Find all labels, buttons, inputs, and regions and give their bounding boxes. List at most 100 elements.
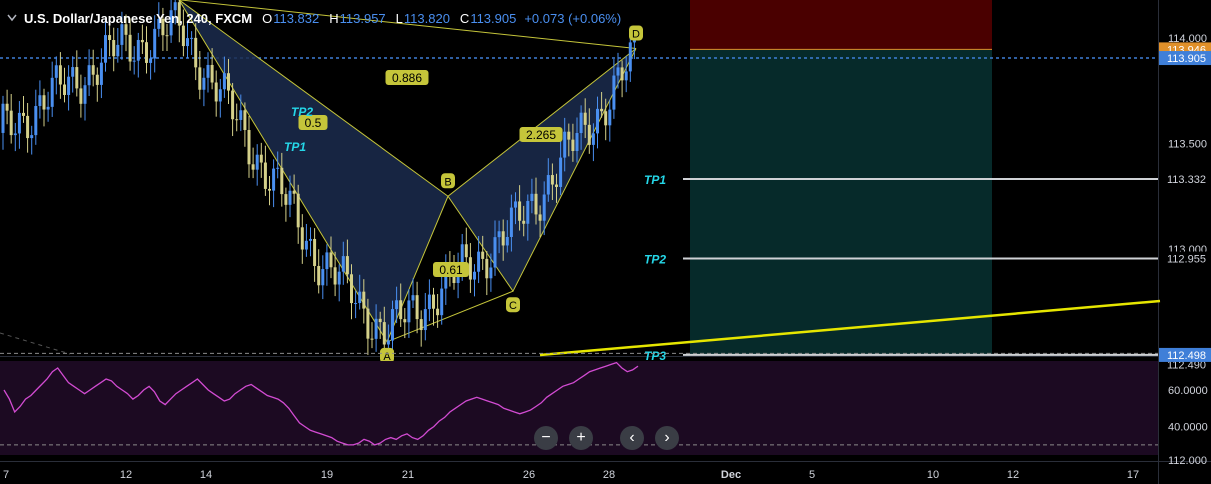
price-badge (1159, 347, 1211, 362)
candle-body (259, 154, 263, 163)
candle-body (210, 64, 214, 83)
ratio-badge (519, 127, 563, 142)
candle-body (505, 236, 509, 246)
candle-body (120, 24, 124, 45)
price-badge-label: 113.905 (1167, 53, 1206, 65)
candle-body (186, 38, 189, 47)
time-tick-label: 28 (603, 469, 615, 481)
candle-body (13, 133, 17, 136)
pattern-triangle-bcd (447, 48, 637, 293)
candle-body (247, 130, 251, 165)
time-tick-label: 5 (809, 469, 815, 481)
candle-body (1, 103, 5, 133)
price-badge (1159, 51, 1211, 66)
candle-body (198, 67, 202, 90)
candle-body (99, 62, 103, 85)
candle-body (181, 25, 185, 47)
candle-body (165, 35, 169, 37)
candle-body (67, 76, 71, 95)
candle-body (145, 42, 148, 63)
collapse-icon[interactable] (6, 12, 18, 24)
candle-body (194, 37, 198, 68)
candle-body (440, 288, 444, 316)
time-tick-label: 17 (1127, 469, 1139, 481)
candle-body (362, 291, 366, 309)
open-label: O (262, 10, 273, 26)
candle-body (321, 269, 325, 286)
price-tick-label: 113.500 (1168, 139, 1207, 151)
candle-body (518, 201, 522, 221)
ratio-label: 0.886 (392, 71, 422, 85)
candle-body (214, 82, 218, 102)
zoom-out-button[interactable]: − (534, 426, 558, 450)
candle-body (292, 190, 296, 194)
candle-body (464, 244, 468, 258)
level-price-bg (1159, 251, 1211, 266)
candle-body (169, 10, 173, 36)
candle-body (436, 308, 440, 316)
candle-body (95, 74, 99, 85)
candle-body (534, 193, 538, 215)
candle-body (128, 34, 132, 62)
candle-body (296, 193, 300, 228)
candle-body (104, 35, 107, 63)
candle-body (38, 95, 42, 107)
candle-body (317, 265, 321, 286)
candle-body (46, 106, 50, 110)
high-value: 113.957 (339, 10, 386, 26)
time-tick-label: 21 (402, 469, 414, 481)
time-tick-label: 12 (1007, 469, 1019, 481)
candle-body (161, 18, 165, 36)
candle-body (538, 214, 542, 221)
candle-body (526, 200, 530, 224)
level-price-label: 112.955 (1167, 253, 1206, 265)
candle-body (579, 112, 583, 134)
pattern-point-label-b: B (444, 176, 451, 188)
candle-body (522, 220, 526, 224)
pattern-inner-label-tp2: TP2 (291, 105, 313, 119)
time-tick-label: 7 (3, 469, 9, 481)
candle-body (452, 271, 456, 283)
pattern-point-b (441, 173, 455, 189)
candle-body (309, 238, 312, 241)
candle-body (231, 90, 235, 120)
candle-body (608, 109, 612, 126)
ratio-label: 2.265 (526, 128, 556, 142)
pattern-triangle-xab (178, 0, 449, 343)
candle-body (341, 256, 345, 272)
level-price-bg (1159, 171, 1211, 186)
candle-body (427, 294, 431, 310)
candle-body (358, 291, 362, 304)
candle-body (587, 124, 591, 145)
pattern-point-d (629, 25, 643, 41)
ratio-badge (298, 115, 328, 130)
candle-body (112, 40, 116, 57)
candle-body (337, 271, 341, 285)
time-tick-label: 12 (120, 469, 132, 481)
candle-body (5, 103, 9, 111)
scroll-back-button[interactable]: ‹ (620, 426, 644, 450)
candle-body (276, 167, 280, 169)
candle-body (300, 227, 304, 250)
pattern-inner-label-tp1: TP1 (284, 140, 306, 154)
candle-body (546, 175, 550, 195)
candle-body (501, 231, 505, 246)
candle-body (419, 319, 423, 331)
candle-body (620, 67, 624, 81)
candle-body (304, 240, 308, 250)
pattern-point-label-d: D (632, 29, 640, 41)
level-price-label: 113.332 (1167, 174, 1206, 186)
candle-body (530, 193, 534, 201)
candle-body (571, 139, 575, 152)
dashed-trend-line (0, 332, 71, 355)
scroll-forward-button[interactable]: › (655, 426, 679, 450)
candle-body (354, 303, 358, 305)
price-tick-label: 114.000 (1168, 33, 1207, 45)
zoom-in-button[interactable]: + (569, 426, 593, 450)
ratio-badge (385, 70, 429, 85)
candle-body (370, 338, 374, 340)
close-value: 113.905 (470, 10, 517, 26)
level-price-label: 112.490 (1167, 360, 1206, 372)
candle-body (473, 271, 476, 280)
